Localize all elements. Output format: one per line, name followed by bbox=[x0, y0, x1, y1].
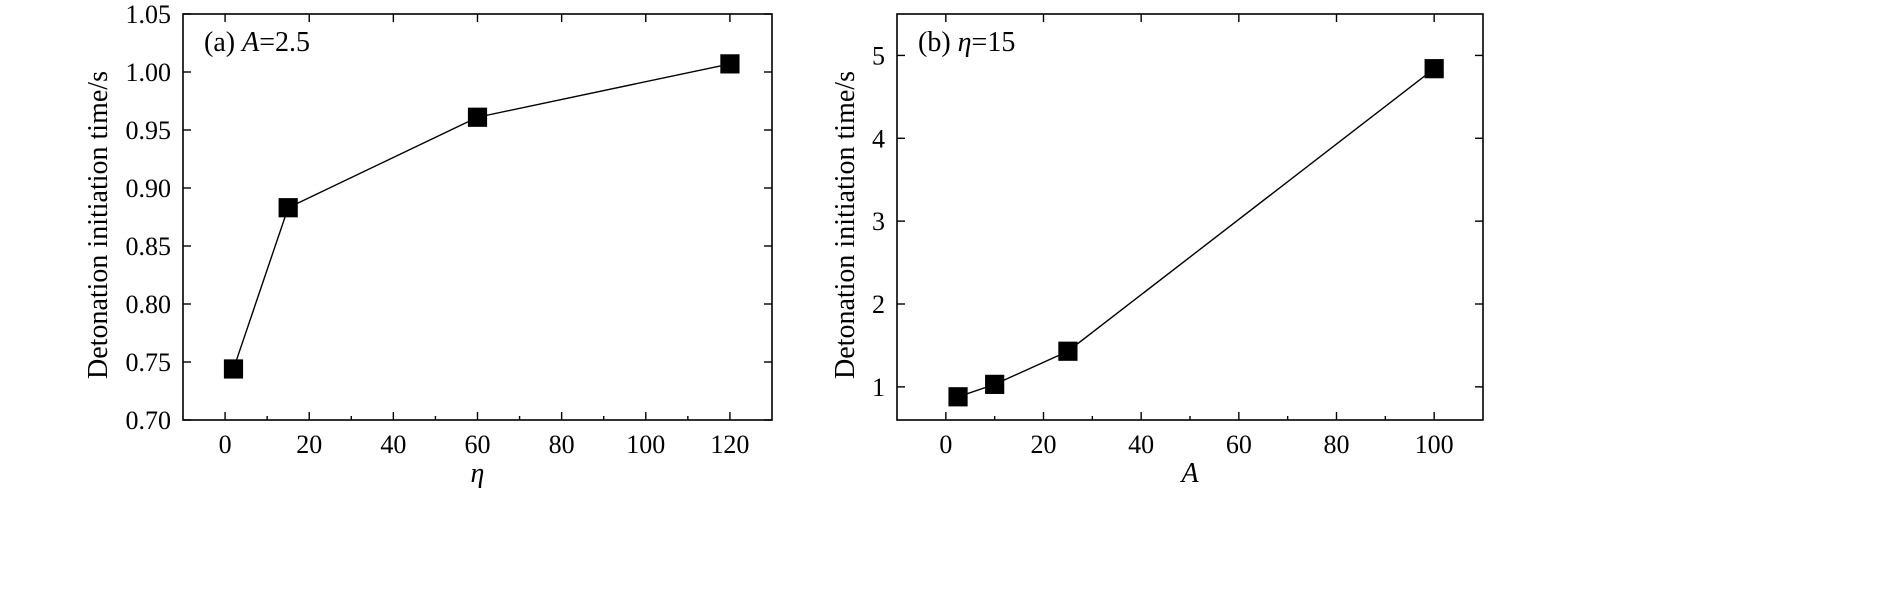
data-point-marker bbox=[948, 387, 968, 407]
x-tick-label: 40 bbox=[1128, 430, 1154, 459]
y-tick-label: 0.80 bbox=[126, 290, 172, 319]
x-axis-label: η bbox=[471, 458, 485, 489]
data-point-marker bbox=[1058, 341, 1078, 361]
x-tick-label: 0 bbox=[939, 430, 952, 459]
x-tick-label: 100 bbox=[1415, 430, 1454, 459]
y-tick-label: 3 bbox=[872, 207, 885, 236]
x-axis-label: A bbox=[1179, 458, 1199, 489]
y-tick-label: 0.95 bbox=[126, 116, 172, 145]
data-point-marker bbox=[278, 198, 298, 218]
x-tick-label: 0 bbox=[219, 430, 232, 459]
y-tick-label: 0.85 bbox=[126, 232, 172, 261]
y-tick-label: 2 bbox=[872, 290, 885, 319]
chart-panel-a: 0 20 40 60 80 100 120 0.70 0.75 0.80 0.85 0.90 0.95 1… bbox=[83, 0, 773, 489]
y-tick-label: 0.70 bbox=[126, 406, 172, 435]
panel-label-prefix: (b) bbox=[918, 27, 958, 58]
y-tick-label: 0.75 bbox=[126, 348, 172, 377]
y-axis-label: Detonation initiation time/s bbox=[83, 71, 114, 379]
panel-label-variable: η bbox=[958, 27, 972, 58]
series-line bbox=[957, 68, 1435, 398]
y-tick-label: 1.05 bbox=[126, 0, 172, 29]
y-tick-label: 1.00 bbox=[126, 58, 172, 87]
panel-label: (b) η=15 bbox=[918, 27, 1015, 58]
data-point-marker bbox=[1424, 59, 1444, 79]
panel-label: (a) A=2.5 bbox=[204, 27, 310, 58]
x-tick-label: 100 bbox=[626, 430, 665, 459]
y-tick-label: 0.90 bbox=[126, 174, 172, 203]
x-tick-label: 20 bbox=[296, 430, 322, 459]
plot-frame bbox=[896, 13, 1484, 421]
panel-label-variable: A bbox=[240, 27, 260, 58]
data-point-marker bbox=[985, 374, 1005, 394]
x-tick-label: 20 bbox=[1031, 430, 1057, 459]
x-tick-label: 40 bbox=[380, 430, 406, 459]
x-tick-label: 60 bbox=[465, 430, 491, 459]
x-tick-label: 80 bbox=[1324, 430, 1350, 459]
panel-label-value: =2.5 bbox=[259, 27, 310, 58]
y-tick-label: 5 bbox=[872, 41, 885, 70]
chart-panel-b: 0 20 40 60 80 100 1 2 3 4 5 A Detonation initiation … bbox=[830, 13, 1484, 489]
y-tick-label: 4 bbox=[872, 124, 885, 153]
data-point-marker bbox=[720, 54, 740, 74]
y-axis-label: Detonation initiation time/s bbox=[830, 71, 861, 379]
y-tick-label: 1 bbox=[872, 373, 885, 402]
x-tick-label: 60 bbox=[1226, 430, 1252, 459]
panel-label-value: =15 bbox=[972, 27, 1016, 58]
data-point-marker bbox=[467, 107, 488, 127]
plot-frame bbox=[182, 13, 773, 421]
x-tick-label: 120 bbox=[710, 430, 749, 459]
x-tick-label: 80 bbox=[549, 430, 575, 459]
series-line bbox=[232, 63, 731, 370]
data-point-marker bbox=[223, 359, 244, 379]
panel-label-prefix: (a) bbox=[204, 27, 242, 58]
